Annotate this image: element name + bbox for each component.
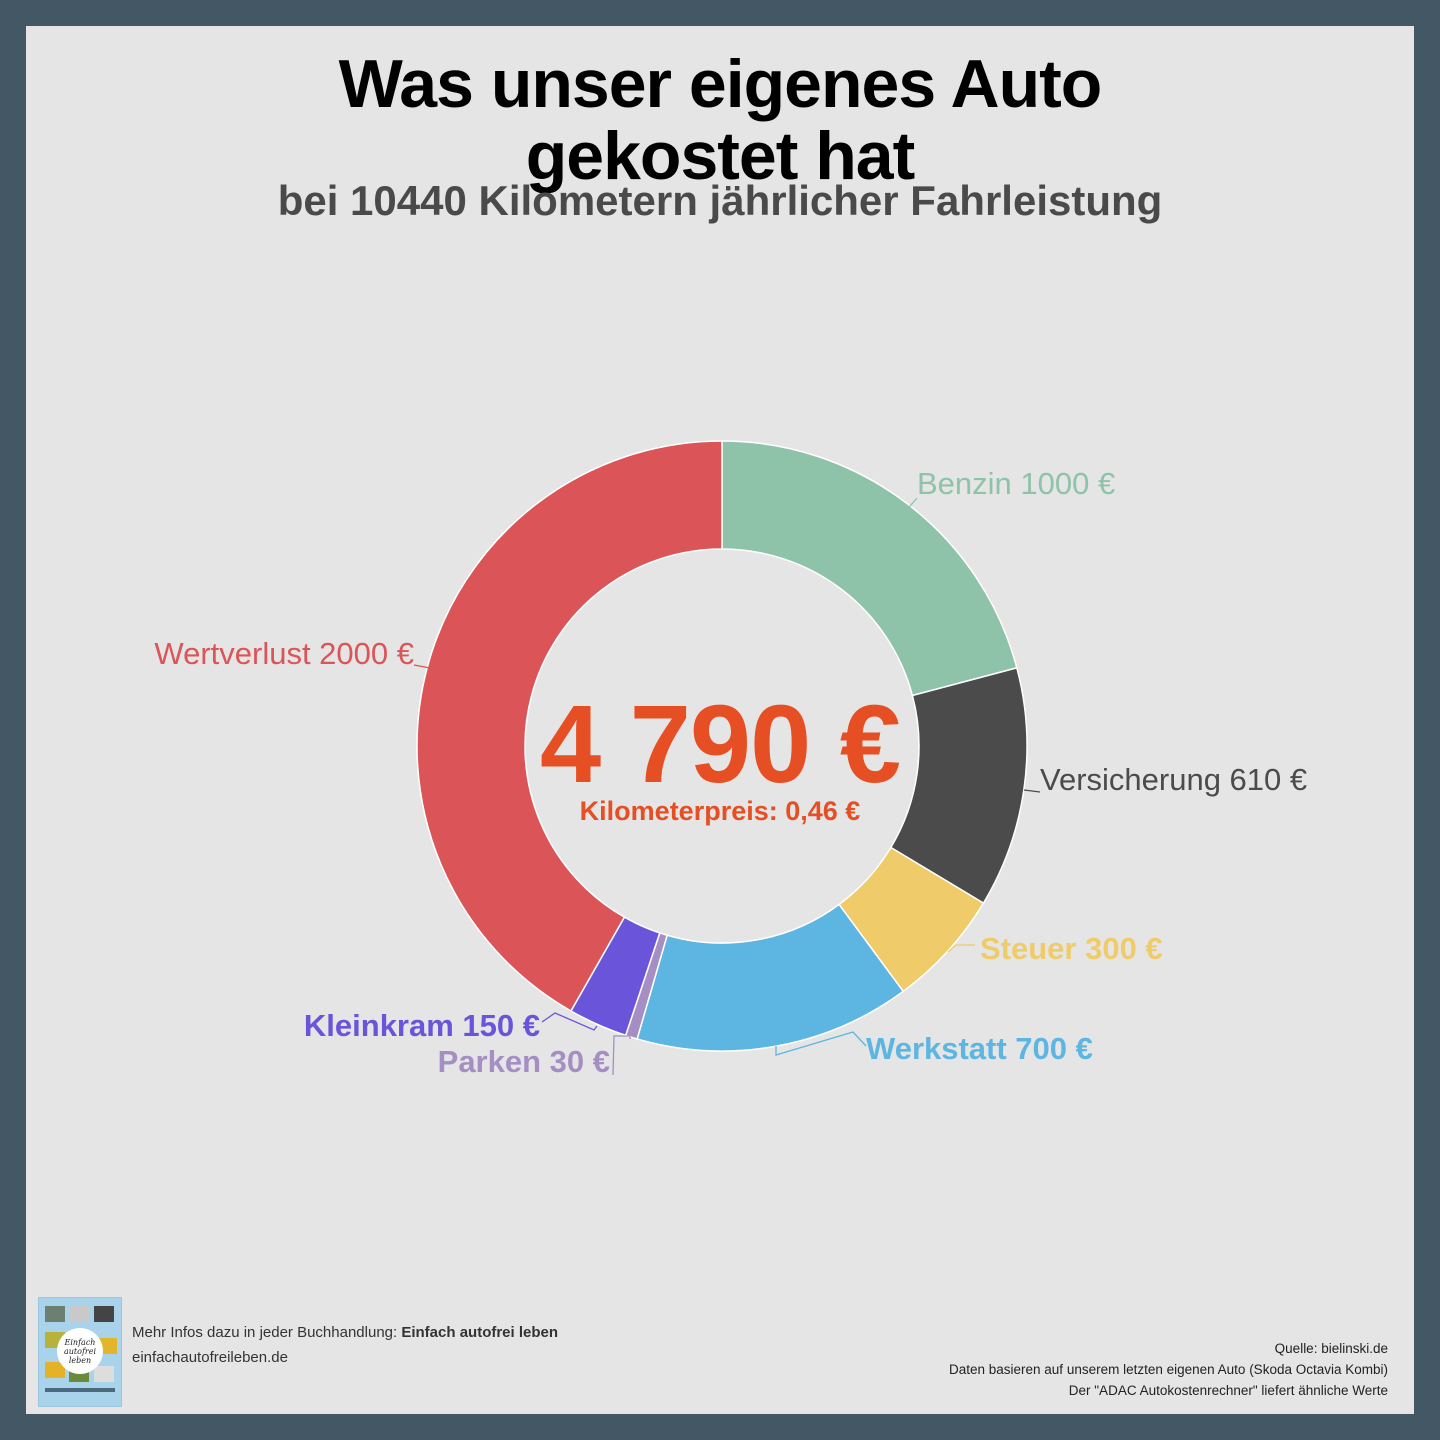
- footer-book-info: Mehr Infos dazu in jeder Buchhandlung: E…: [132, 1320, 558, 1370]
- donut-segments: [416, 440, 1028, 1052]
- title-line-1: Was unser eigenes Auto: [338, 46, 1103, 122]
- leader-steuer: [947, 944, 975, 953]
- title-line-2: gekostet hat: [525, 118, 916, 194]
- label-steuer: Steuer 300 €: [980, 931, 1163, 966]
- segment-wertverlust: [416, 440, 723, 1012]
- label-kleinkram: Kleinkram 150 €: [304, 1008, 540, 1043]
- label-wertverlust: Wertverlust 2000 €: [154, 636, 414, 671]
- segment-benzin: [721, 440, 1018, 697]
- footer-book-prefix: Mehr Infos dazu in jeder Buchhandlung:: [132, 1324, 402, 1341]
- label-benzin: Benzin 1000 €: [917, 466, 1115, 501]
- source-line: Quelle: bielinski.de: [1274, 1341, 1388, 1356]
- page-subtitle: bei 10440 Kilometern jährlicher Fahrleis…: [277, 177, 1163, 224]
- footer-book-url[interactable]: einfachautofreileben.de: [132, 1349, 288, 1366]
- km-price: Kilometerpreis: 0,46 €: [579, 796, 861, 826]
- page-title: Was unser eigenes Auto gekostet hat: [0, 48, 1440, 192]
- infographic-card: [26, 26, 1414, 1414]
- label-versicherung: Versicherung 610 €: [1040, 762, 1307, 797]
- adac-note-line: Der "ADAC Autokostenrechner" liefert ähn…: [1068, 1383, 1388, 1398]
- label-parken: Parken 30 €: [438, 1044, 610, 1079]
- total-cost: 4 790 €: [539, 683, 901, 806]
- leader-wertverlust: [413, 664, 431, 669]
- footer-book-title: Einfach autofrei leben: [401, 1324, 559, 1341]
- label-werkstatt: Werkstatt 700 €: [866, 1031, 1093, 1066]
- leader-versicherung: [1023, 789, 1041, 793]
- footer-source: Quelle: bielinski.de Daten basieren auf …: [949, 1338, 1388, 1401]
- book-cover-title: Einfach autofrei leben: [63, 1338, 97, 1365]
- leader-lines: [413, 497, 1041, 1076]
- data-basis-line: Daten basieren auf unserem letzten eigen…: [948, 1362, 1388, 1377]
- leader-parken: [612, 1035, 631, 1076]
- book-cover-image: Einfach autofrei leben: [38, 1297, 122, 1407]
- leader-kleinkram: [541, 1012, 598, 1031]
- leader-werkstatt: [775, 1031, 867, 1056]
- leader-benzin: [904, 497, 918, 513]
